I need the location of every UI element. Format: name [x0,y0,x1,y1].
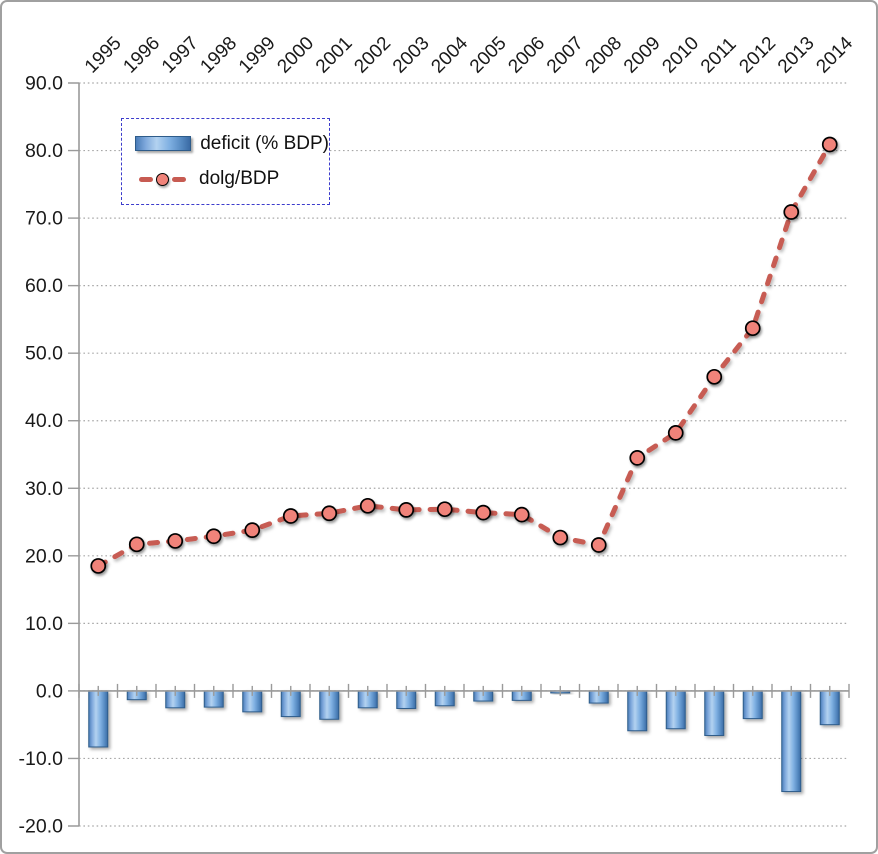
marker-2010[interactable] [667,425,684,441]
marker-2004[interactable] [436,501,453,518]
marker-2009[interactable] [629,450,646,466]
marker-2014[interactable] [821,136,838,153]
x-axis-label-2010: 2010 [658,33,703,78]
bar-1995[interactable] [88,690,109,748]
legend-bar-swatch-icon [135,136,192,152]
y-axis-label-70.0: 70.0 [25,208,63,230]
x-axis-label-2000: 2000 [273,33,318,78]
y-axis-label-60.0: 60.0 [25,275,63,297]
y-axis-label-0.0: 0.0 [36,680,63,702]
x-axis-label-2005: 2005 [466,33,511,78]
marker-2000[interactable] [282,508,299,524]
bar-2009[interactable] [627,690,648,732]
bar-2010[interactable] [665,690,686,730]
marker-2002[interactable] [359,497,376,514]
dolg-line-path[interactable] [95,142,833,569]
y-axis-label-40.0: 40.0 [25,410,63,432]
marker-2011[interactable] [706,368,723,385]
marker-2003[interactable] [398,502,415,518]
marker-1997[interactable] [167,533,184,549]
y-axis-label-90.0: 90.0 [25,73,63,95]
x-axis-label-2004: 2004 [427,32,472,77]
marker-1995[interactable] [90,558,107,574]
x-axis-label-1996: 1996 [119,33,164,78]
y-axis-label-20.0: 20.0 [25,545,63,567]
x-axis-label-2008: 2008 [581,33,626,78]
marker-2005[interactable] [475,504,492,521]
legend-line-swatch-icon [135,172,190,186]
x-axis-label-2007: 2007 [543,33,588,78]
marker-1996[interactable] [128,536,145,553]
x-axis-label-2013: 2013 [774,33,819,78]
bar-2011[interactable] [704,690,725,736]
marker-2006[interactable] [513,506,530,523]
y-axis-label--20.0: -20.0 [19,816,64,838]
bar-2014[interactable] [819,690,840,726]
y-axis-label-30.0: 30.0 [25,478,63,500]
marker-1999[interactable] [244,522,261,539]
x-axis-label-1995: 1995 [81,33,126,78]
y-axis-label-80.0: 80.0 [25,140,63,162]
x-axis-label-2014: 2014 [812,32,857,77]
x-axis-label-1997: 1997 [158,33,203,78]
x-axis-label-1999: 1999 [235,33,280,78]
legend-item-dolg: dolg/BDP [135,168,329,190]
legend-item-deficit: deficit (% BDP) [135,133,329,155]
legend-label-dolg: dolg/BDP [199,168,280,190]
x-axis-label-2009: 2009 [620,33,665,78]
x-axis-label-2002: 2002 [350,33,395,78]
chart-legend[interactable]: deficit (% BDP) dolg/BDP [121,118,330,205]
x-axis-label-1998: 1998 [196,33,241,78]
x-axis-label-2011: 2011 [697,34,741,78]
marker-2012[interactable] [744,320,761,337]
x-axis-label-2003: 2003 [389,33,434,78]
legend-label-deficit: deficit (% BDP) [200,132,329,154]
y-axis-label--10.0: -10.0 [19,748,64,770]
y-axis-label-50.0: 50.0 [25,343,63,365]
y-axis-label-10.0: 10.0 [25,613,63,635]
marker-1998[interactable] [205,528,222,545]
x-axis-label-2012: 2012 [735,33,780,78]
x-axis-label-2006: 2006 [504,33,549,78]
marker-2008[interactable] [590,537,607,553]
bar-2013[interactable] [781,690,802,793]
marker-2013[interactable] [783,204,800,220]
marker-2007[interactable] [552,529,569,546]
x-axis-label-2001: 2001 [312,33,357,78]
marker-2001[interactable] [321,505,338,522]
